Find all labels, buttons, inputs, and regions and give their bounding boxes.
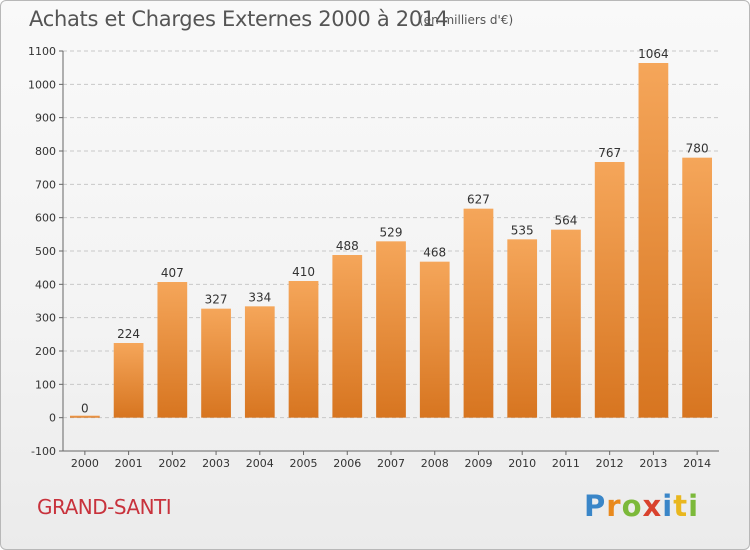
data-label: 0	[81, 402, 89, 416]
y-tick-label: 900	[35, 112, 56, 125]
unit-note: (en milliers d'€)	[419, 13, 514, 27]
data-label: 780	[686, 142, 709, 156]
x-tick-label: 2014	[683, 457, 711, 470]
bar-2013	[638, 63, 669, 418]
data-label: 627	[467, 193, 490, 207]
bar-2002	[157, 282, 188, 418]
proxiti-logo: Proxiti	[584, 489, 700, 523]
y-tick-label: 0	[49, 412, 56, 425]
y-tick-label: 1000	[28, 78, 56, 91]
y-tick-label: 100	[35, 378, 56, 391]
bar-2006	[332, 255, 363, 418]
x-tick-label: 2009	[464, 457, 492, 470]
y-tick-label: 400	[35, 278, 56, 291]
data-label: 407	[161, 266, 184, 280]
bar-2005	[288, 281, 319, 418]
x-tick-label: 2006	[333, 457, 361, 470]
data-label: 468	[423, 246, 446, 260]
y-tick-label: 700	[35, 178, 56, 191]
bar-2008	[419, 261, 450, 418]
town-name: GRAND-SANTI	[37, 495, 172, 519]
x-tick-label: 2003	[202, 457, 230, 470]
x-tick-label: 2001	[115, 457, 143, 470]
data-label: 1064	[638, 47, 669, 61]
x-tick-label: 2005	[290, 457, 318, 470]
y-tick-label: 300	[35, 312, 56, 325]
data-label: 334	[248, 290, 271, 304]
x-tick-label: 2008	[421, 457, 449, 470]
bar-2001	[113, 343, 144, 418]
y-tick-label: 200	[35, 345, 56, 358]
y-tick-label: 600	[35, 212, 56, 225]
x-tick-label: 2007	[377, 457, 405, 470]
bar-2014	[682, 157, 713, 418]
x-tick-label: 2010	[508, 457, 536, 470]
x-tick-label: 2002	[158, 457, 186, 470]
bar-2009	[463, 208, 494, 418]
x-tick-label: 2011	[552, 457, 580, 470]
x-tick-label: 2013	[639, 457, 667, 470]
bar-2004	[244, 306, 275, 418]
data-label: 529	[380, 225, 403, 239]
data-label: 488	[336, 239, 359, 253]
bar-2007	[376, 241, 406, 418]
x-tick-label: 2004	[246, 457, 274, 470]
data-label: 410	[292, 265, 315, 279]
data-label: 564	[554, 214, 577, 228]
bar-2011	[551, 229, 581, 418]
bar-2010	[507, 239, 538, 418]
x-tick-label: 2012	[596, 457, 624, 470]
data-label: 535	[511, 223, 534, 237]
bar-2000	[69, 415, 100, 418]
data-label: 767	[598, 146, 621, 160]
data-label: 327	[205, 293, 228, 307]
data-label: 224	[117, 327, 140, 341]
y-tick-label: -100	[31, 445, 56, 458]
bar-2012	[594, 162, 625, 418]
y-tick-label: 800	[35, 145, 56, 158]
y-tick-label: 1100	[28, 45, 56, 58]
y-tick-label: 500	[35, 245, 56, 258]
bar-2003	[201, 308, 231, 418]
chart-title: Achats et Charges Externes 2000 à 2014	[29, 7, 449, 31]
x-tick-label: 2000	[71, 457, 99, 470]
